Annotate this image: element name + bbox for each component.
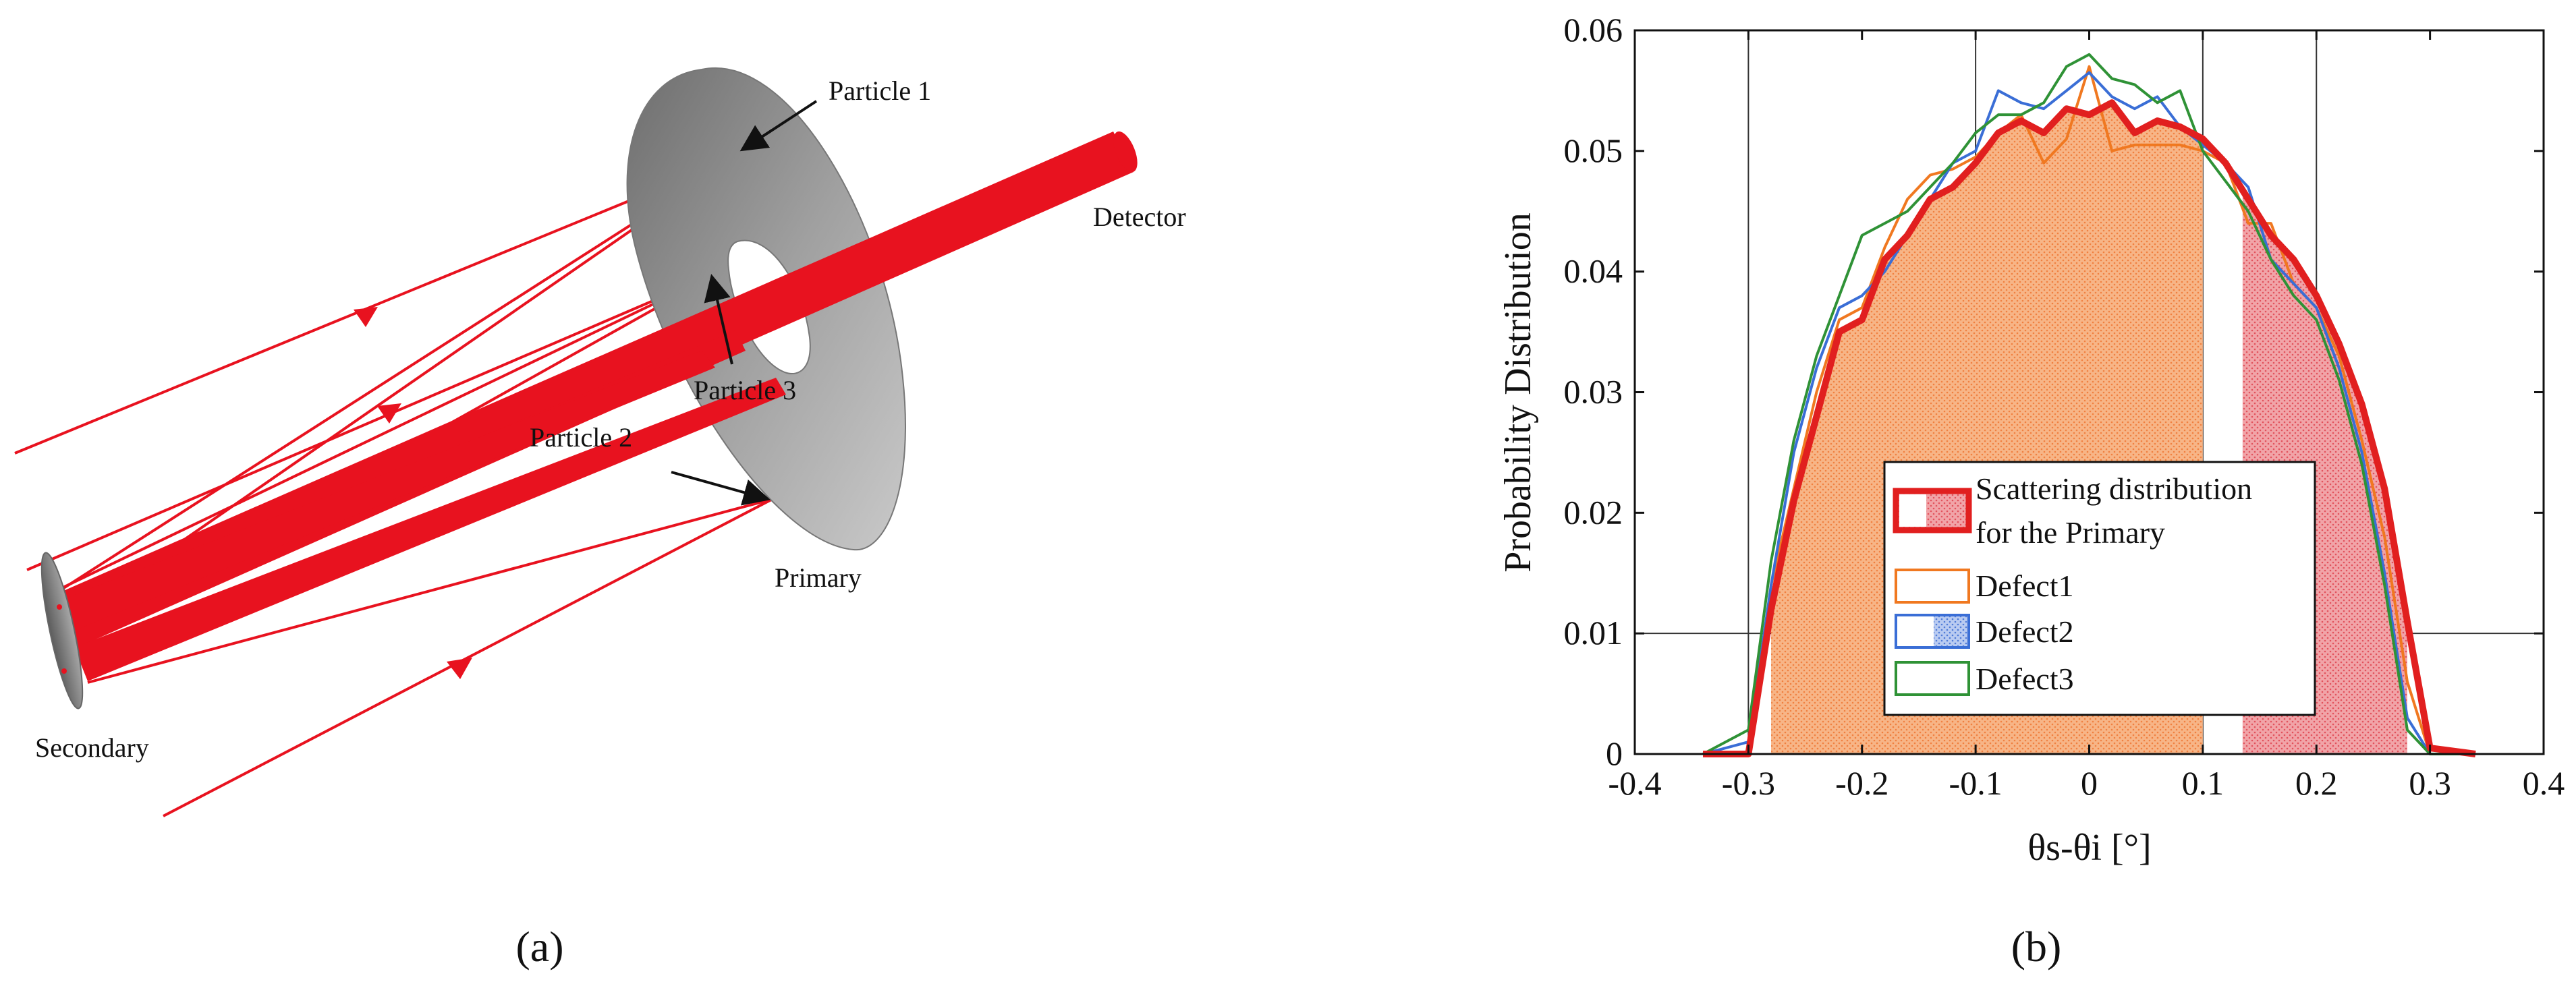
ray-arrowhead-1 bbox=[354, 307, 378, 327]
incoming-ray-2 bbox=[26, 270, 723, 571]
primary-label: Primary bbox=[775, 562, 862, 593]
x-tick-label-3: -0.1 bbox=[1949, 764, 2003, 802]
x-tick-label-2: -0.2 bbox=[1835, 764, 1888, 802]
legend-label-primary-1: Scattering distribution bbox=[1976, 471, 2252, 506]
detector-label: Detector bbox=[1093, 202, 1186, 232]
series-line-2 bbox=[1702, 71, 2475, 755]
legend-label-defect2: Defect2 bbox=[1976, 614, 2074, 649]
particle3-arrow bbox=[704, 274, 733, 365]
x-tick-label-7: 0.3 bbox=[2409, 764, 2451, 802]
series-lines bbox=[1702, 53, 2476, 757]
legend-label-defect3: Defect3 bbox=[1976, 662, 2074, 696]
panel-b-caption: (b) bbox=[2011, 923, 2062, 971]
ray-arrowhead-2 bbox=[377, 403, 401, 424]
y-tick-label-2: 0.02 bbox=[1564, 493, 1623, 531]
x-tick-label-0: -0.4 bbox=[1608, 764, 1661, 802]
legend-swatch-defect3 bbox=[1895, 661, 1970, 696]
axis-ticks: -0.4 -0.3 -0.2 -0.1 0 0.1 0.2 0.3 0.4 0 0.01 0.02 0.… bbox=[1564, 11, 2565, 802]
beam-bundle bbox=[57, 131, 1138, 681]
y-tick-label-6: 0.06 bbox=[1564, 11, 1623, 49]
legend-swatch-defect1 bbox=[1895, 569, 1970, 604]
particle1-arrow bbox=[739, 100, 818, 152]
legend-swatch-defect2-fill bbox=[1934, 616, 1967, 646]
x-tick-label-8: 0.4 bbox=[2523, 764, 2565, 802]
panel-a-optical-diagram: Particle 1 Particle 3 Particle 2 Detecto… bbox=[14, 67, 1186, 971]
x-tick-label-5: 0.1 bbox=[2182, 764, 2224, 802]
series-line-1 bbox=[1703, 65, 2475, 755]
series-line-3 bbox=[1702, 53, 2475, 755]
primary-mirror bbox=[626, 67, 906, 551]
panel-b-chart: -0.4 -0.3 -0.2 -0.1 0 0.1 0.2 0.3 0.4 0 0.01 0.02 0.… bbox=[1497, 11, 2565, 971]
particle3-label: Particle 3 bbox=[694, 375, 796, 405]
legend-label-primary-2: for the Primary bbox=[1976, 515, 2165, 550]
particle2-label: Particle 2 bbox=[530, 422, 632, 453]
x-tick-label-4: 0 bbox=[2081, 764, 2098, 802]
x-tick-label-1: -0.3 bbox=[1722, 764, 1775, 802]
secondary-dot-2 bbox=[61, 668, 67, 674]
y-axis-label: Probability Distribution bbox=[1497, 212, 1539, 573]
series-line-0 bbox=[1703, 99, 2476, 757]
incoming-ray-1 bbox=[14, 154, 739, 455]
particle2-arrow bbox=[671, 471, 771, 506]
ray-arrowhead-3 bbox=[447, 658, 472, 679]
x-tick-label-6: 0.2 bbox=[2295, 764, 2338, 802]
y-tick-label-0: 0 bbox=[1606, 734, 1623, 772]
secondary-mirror bbox=[40, 552, 84, 710]
y-tick-label-4: 0.04 bbox=[1564, 252, 1623, 290]
legend-label-defect1: Defect1 bbox=[1976, 569, 2074, 603]
legend-swatch-primary-white bbox=[1899, 494, 1926, 527]
x-axis-label: θs-θi [°] bbox=[2027, 827, 2151, 869]
particle1-label: Particle 1 bbox=[829, 76, 931, 106]
panel-a-caption: (a) bbox=[515, 923, 563, 971]
y-tick-label-1: 0.01 bbox=[1564, 614, 1623, 652]
secondary-dot-1 bbox=[57, 604, 62, 610]
incoming-ray-3 bbox=[163, 498, 773, 817]
y-tick-label-3: 0.03 bbox=[1564, 373, 1623, 411]
secondary-label: Secondary bbox=[35, 732, 149, 763]
y-tick-label-5: 0.05 bbox=[1564, 132, 1623, 169]
legend: Scattering distribution for the Primary … bbox=[1883, 461, 2316, 716]
